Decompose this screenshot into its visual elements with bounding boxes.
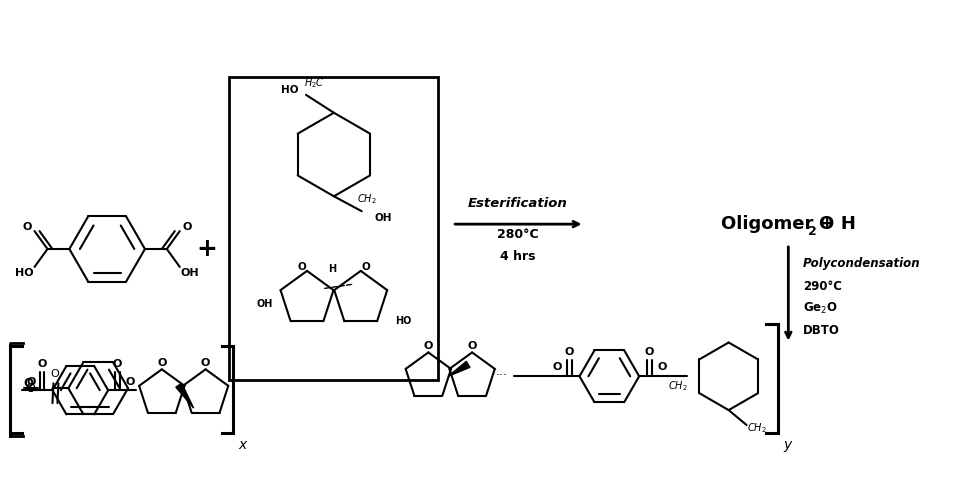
Text: 2: 2 [808, 225, 816, 238]
Text: H: H [328, 264, 335, 274]
Text: O: O [553, 362, 561, 372]
Text: HO: HO [395, 315, 411, 326]
Text: O: O [563, 347, 573, 357]
Text: O: O [423, 341, 432, 351]
Text: $CH_2$: $CH_2$ [746, 421, 766, 435]
Text: OH: OH [180, 268, 199, 278]
FancyBboxPatch shape [229, 77, 438, 380]
Text: DBTO: DBTO [802, 324, 839, 337]
Text: HO: HO [281, 85, 298, 95]
Text: $CH_2$: $CH_2$ [667, 379, 688, 393]
Text: Esterification: Esterification [467, 197, 567, 210]
Text: 290°C: 290°C [802, 280, 841, 293]
Text: ···: ··· [496, 369, 508, 382]
Text: O: O [645, 347, 653, 357]
Text: O: O [467, 341, 476, 351]
Text: O: O [50, 369, 59, 379]
Text: OH: OH [375, 213, 392, 223]
Text: Oligomer + H: Oligomer + H [720, 215, 855, 233]
Text: O: O [297, 262, 306, 272]
Text: O: O [23, 377, 33, 390]
Text: O: O [182, 222, 191, 232]
Text: Ge$_2$O: Ge$_2$O [802, 301, 837, 316]
Text: O: O [157, 358, 166, 368]
Polygon shape [176, 383, 194, 408]
Text: HO: HO [16, 268, 34, 278]
Text: y: y [782, 438, 791, 452]
Text: O: O [25, 382, 35, 395]
Text: O: O [22, 222, 32, 232]
Text: O: O [37, 359, 47, 369]
Text: Polycondensation: Polycondensation [802, 257, 920, 270]
Polygon shape [448, 361, 469, 376]
Text: O: O [125, 377, 135, 387]
Text: 280°C: 280°C [497, 228, 538, 241]
Text: $H_2C$: $H_2C$ [303, 76, 324, 90]
Text: O: O [112, 359, 122, 369]
Text: O: O [818, 215, 832, 233]
Text: $CH_2$: $CH_2$ [356, 193, 377, 206]
Text: +: + [196, 237, 217, 261]
Text: OH: OH [256, 299, 272, 309]
Text: 4 hrs: 4 hrs [500, 250, 535, 263]
Text: O: O [26, 377, 36, 387]
Text: O: O [656, 362, 666, 372]
Text: x: x [239, 438, 246, 452]
Text: O: O [361, 262, 370, 272]
Text: O: O [200, 358, 210, 368]
